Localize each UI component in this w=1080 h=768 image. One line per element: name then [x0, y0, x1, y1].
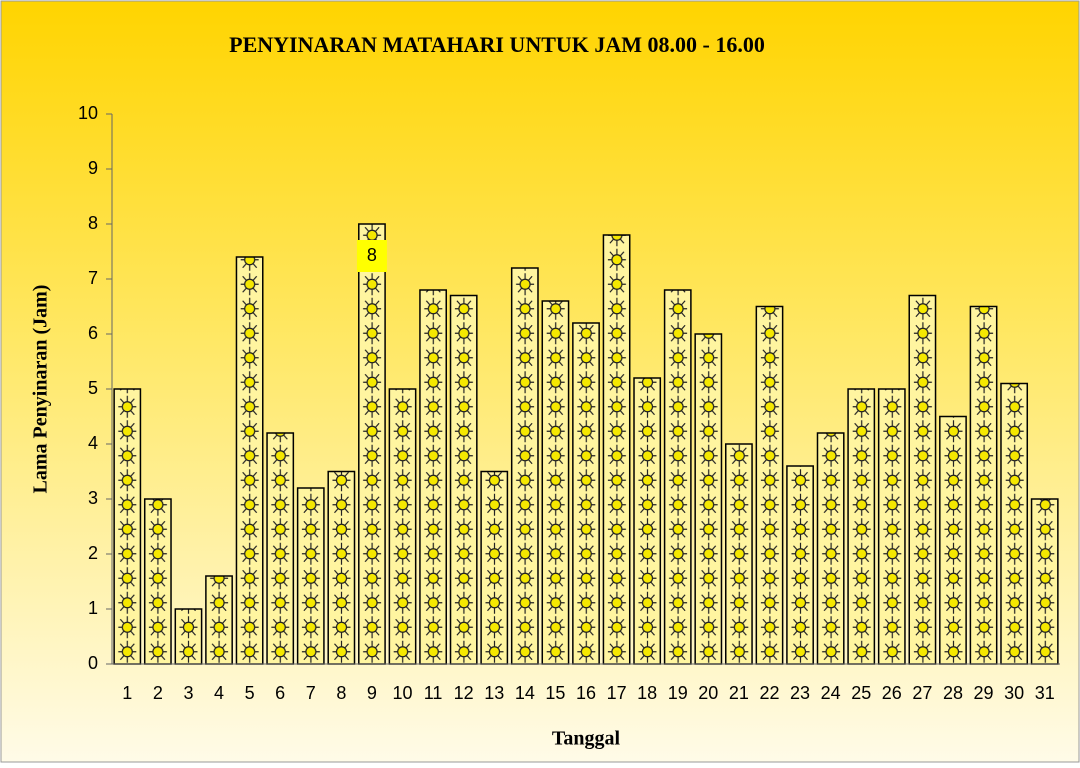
- x-tick-label: 23: [790, 683, 810, 703]
- x-tick-label: 7: [306, 683, 316, 703]
- bar: [877, 388, 906, 665]
- x-tick-label: 27: [912, 683, 932, 703]
- x-tick-label: 31: [1035, 683, 1055, 703]
- x-axis-label: Tanggal: [552, 728, 621, 750]
- bar: [755, 305, 784, 665]
- x-tick-label: 15: [545, 683, 565, 703]
- x-tick-label: 4: [214, 683, 224, 703]
- y-tick-label: 3: [88, 488, 98, 508]
- x-tick-label: 16: [576, 683, 596, 703]
- bar: [358, 223, 386, 665]
- x-tick-label: 12: [454, 683, 474, 703]
- x-tick-label: 29: [974, 683, 994, 703]
- x-tick-label: 21: [729, 683, 749, 703]
- y-tick-label: 0: [88, 653, 98, 673]
- bar: [449, 294, 478, 665]
- y-tick-label: 5: [88, 378, 98, 398]
- y-tick-label: 10: [78, 103, 98, 123]
- bar: [663, 289, 692, 665]
- y-tick-label: 4: [88, 433, 98, 453]
- bar: [786, 465, 814, 665]
- bar: [266, 432, 295, 665]
- x-tick-label: 24: [821, 683, 841, 703]
- x-tick-label: 11: [424, 683, 443, 703]
- bar: [143, 498, 172, 665]
- bar: [419, 289, 447, 665]
- x-tick-label: 26: [882, 683, 902, 703]
- bar: [388, 388, 417, 665]
- y-tick-label: 6: [88, 323, 98, 343]
- x-tick-label: 9: [367, 683, 377, 703]
- bar: [541, 300, 570, 665]
- bar: [113, 388, 142, 665]
- bar: [510, 267, 539, 665]
- x-tick-label: 20: [698, 683, 718, 703]
- bar: [969, 305, 998, 665]
- x-tick-label: 17: [607, 683, 627, 703]
- x-tick-label: 14: [515, 683, 535, 703]
- bar: [296, 487, 325, 665]
- x-tick-label: 1: [122, 683, 132, 703]
- bar: [602, 234, 631, 665]
- bar: [572, 322, 600, 665]
- x-tick-label: 25: [851, 683, 871, 703]
- y-tick-label: 7: [88, 268, 98, 288]
- bar: [205, 575, 233, 665]
- y-tick-label: 8: [88, 213, 98, 233]
- data-label: 8: [367, 245, 377, 265]
- x-tick-label: 30: [1004, 683, 1024, 703]
- bar: [480, 470, 509, 665]
- x-tick-label: 10: [393, 683, 413, 703]
- x-tick-label: 28: [943, 683, 963, 703]
- chart-title: PENYINARAN MATAHARI UNTUK JAM 08.00 - 16…: [229, 32, 765, 57]
- x-tick-label: 5: [245, 683, 255, 703]
- x-tick-label: 13: [484, 683, 504, 703]
- bar: [1030, 498, 1059, 665]
- y-tick-label: 2: [88, 543, 98, 563]
- y-tick-label: 9: [88, 158, 98, 178]
- bar: [235, 256, 264, 665]
- bar: [1000, 382, 1029, 665]
- x-tick-label: 6: [275, 683, 285, 703]
- bar: [327, 470, 356, 665]
- x-tick-label: 19: [668, 683, 688, 703]
- x-tick-label: 2: [153, 683, 163, 703]
- bar: [816, 432, 845, 665]
- bar: [725, 443, 753, 665]
- x-tick-label: 3: [183, 683, 193, 703]
- bar: [694, 333, 723, 665]
- y-axis-label: Lama Penyinaran (Jam): [30, 285, 52, 494]
- bar: [908, 294, 937, 665]
- x-tick-label: 22: [759, 683, 779, 703]
- x-tick-label: 8: [336, 683, 346, 703]
- x-tick-label: 18: [637, 683, 657, 703]
- y-tick-label: 1: [88, 598, 98, 618]
- data-label-box: [356, 240, 387, 272]
- bar: [174, 608, 203, 665]
- bar: [633, 377, 662, 665]
- bar: [847, 388, 876, 665]
- bar: [939, 415, 967, 665]
